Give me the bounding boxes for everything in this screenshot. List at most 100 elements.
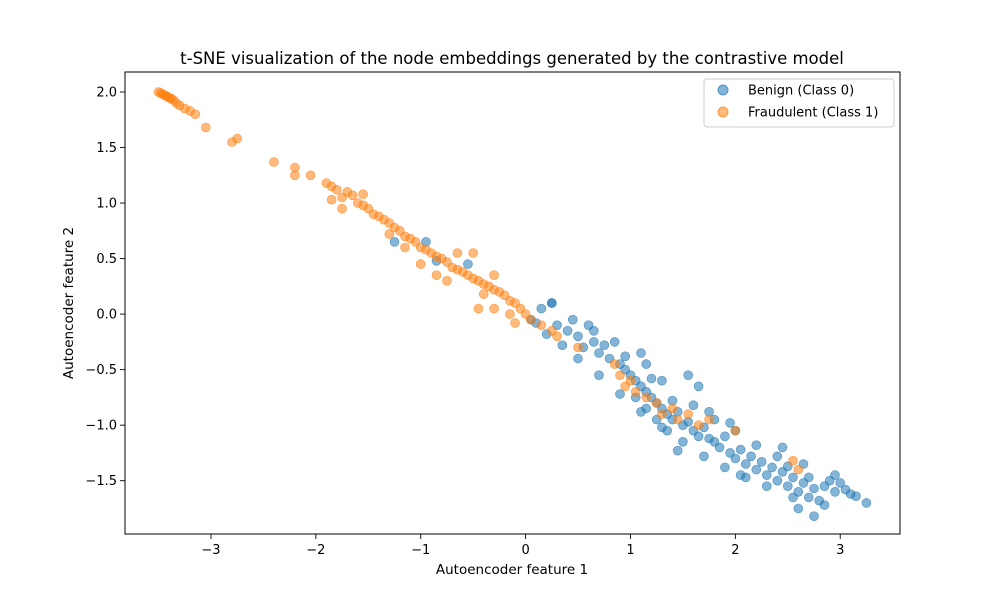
- data-point: [232, 133, 242, 144]
- data-point: [594, 348, 604, 358]
- data-point: [657, 375, 667, 386]
- data-point: [835, 478, 846, 488]
- y-tick-label: 0.0: [96, 308, 117, 323]
- series-fraudulent: [153, 87, 804, 475]
- y-tick-label: −1.0: [85, 419, 117, 434]
- data-point: [704, 414, 714, 425]
- data-point: [468, 248, 479, 258]
- x-tick-label: 3: [836, 543, 844, 558]
- legend-label-fraudulent: Fraudulent (Class 1): [748, 106, 878, 121]
- data-point: [573, 353, 583, 364]
- data-point: [269, 157, 279, 167]
- data-point: [646, 373, 657, 384]
- data-point: [305, 170, 316, 181]
- data-point: [777, 442, 788, 453]
- data-point: [384, 229, 395, 239]
- y-axis: −1.5 −1.0 −0.5 0.0 0.5 1.0 1.5 2.0: [85, 85, 125, 489]
- data-point: [567, 314, 578, 325]
- data-point: [693, 420, 704, 431]
- data-point: [683, 409, 694, 419]
- x-tick-label: −2: [306, 543, 325, 558]
- data-point: [201, 122, 211, 133]
- data-point: [851, 491, 861, 502]
- data-point: [693, 431, 704, 442]
- data-point: [714, 442, 725, 453]
- data-point: [793, 464, 804, 475]
- legend-label-benign: Benign (Class 0): [748, 84, 854, 99]
- data-point: [573, 331, 583, 342]
- data-point: [788, 472, 798, 483]
- data-point: [415, 259, 426, 269]
- x-tick-label: 1: [626, 543, 634, 558]
- data-point: [830, 470, 840, 480]
- data-point: [720, 462, 730, 473]
- data-point: [651, 398, 662, 408]
- data-point: [573, 342, 583, 353]
- data-point: [588, 337, 599, 347]
- data-point: [788, 492, 798, 503]
- y-tick-label: 0.5: [96, 252, 117, 267]
- data-point: [442, 275, 452, 286]
- data-point: [683, 370, 694, 381]
- data-point: [190, 109, 201, 119]
- data-point: [389, 237, 400, 247]
- data-point: [641, 403, 652, 414]
- data-point: [751, 464, 762, 475]
- data-point: [725, 418, 735, 428]
- data-point: [536, 320, 547, 331]
- legend-marker-benign: [717, 84, 729, 96]
- data-point: [641, 392, 652, 403]
- data-point: [657, 409, 667, 419]
- data-point: [730, 453, 741, 464]
- data-point: [740, 459, 751, 469]
- data-point: [793, 503, 804, 514]
- data-point: [803, 472, 814, 483]
- chart-title: t-SNE visualization of the node embeddin…: [180, 49, 844, 68]
- data-point: [478, 289, 489, 299]
- data-point: [489, 270, 499, 281]
- x-axis: −3 −2 −1 0 1 2 3: [201, 534, 844, 558]
- data-point: [615, 389, 625, 399]
- x-axis-label: Autoencoder feature 1: [436, 562, 588, 578]
- data-point: [772, 475, 783, 486]
- data-point: [672, 414, 683, 425]
- x-tick-label: −1: [411, 543, 430, 558]
- data-point: [594, 370, 604, 381]
- data-point: [688, 400, 699, 411]
- data-point: [431, 270, 442, 281]
- data-point: [767, 462, 777, 473]
- data-point: [609, 359, 620, 369]
- data-point: [756, 456, 767, 467]
- data-point: [630, 386, 641, 397]
- points-layer: [153, 87, 872, 522]
- data-point: [662, 425, 673, 436]
- data-point: [615, 370, 625, 381]
- data-point: [693, 381, 704, 392]
- data-point: [347, 190, 358, 201]
- data-point: [746, 451, 756, 462]
- y-tick-label: 1.5: [96, 141, 117, 156]
- y-tick-label: −0.5: [85, 363, 117, 378]
- legend: Benign (Class 0) Fraudulent (Class 1): [703, 78, 895, 128]
- data-point: [526, 314, 536, 325]
- data-point: [788, 455, 798, 466]
- data-point: [636, 348, 646, 358]
- data-point: [861, 498, 872, 508]
- data-point: [473, 303, 484, 314]
- data-point: [562, 325, 573, 336]
- x-tick-label: 2: [731, 543, 739, 558]
- data-point: [331, 184, 342, 195]
- data-point: [546, 298, 557, 308]
- data-point: [678, 436, 688, 447]
- y-tick-label: 2.0: [96, 85, 117, 100]
- data-point: [751, 440, 762, 451]
- data-point: [536, 303, 547, 314]
- data-point: [761, 481, 772, 492]
- data-point: [819, 500, 830, 510]
- data-point: [699, 451, 709, 462]
- data-point: [609, 337, 620, 347]
- y-axis-label: Autoencoder feature 2: [61, 227, 77, 379]
- data-point: [463, 259, 473, 269]
- data-point: [761, 470, 772, 480]
